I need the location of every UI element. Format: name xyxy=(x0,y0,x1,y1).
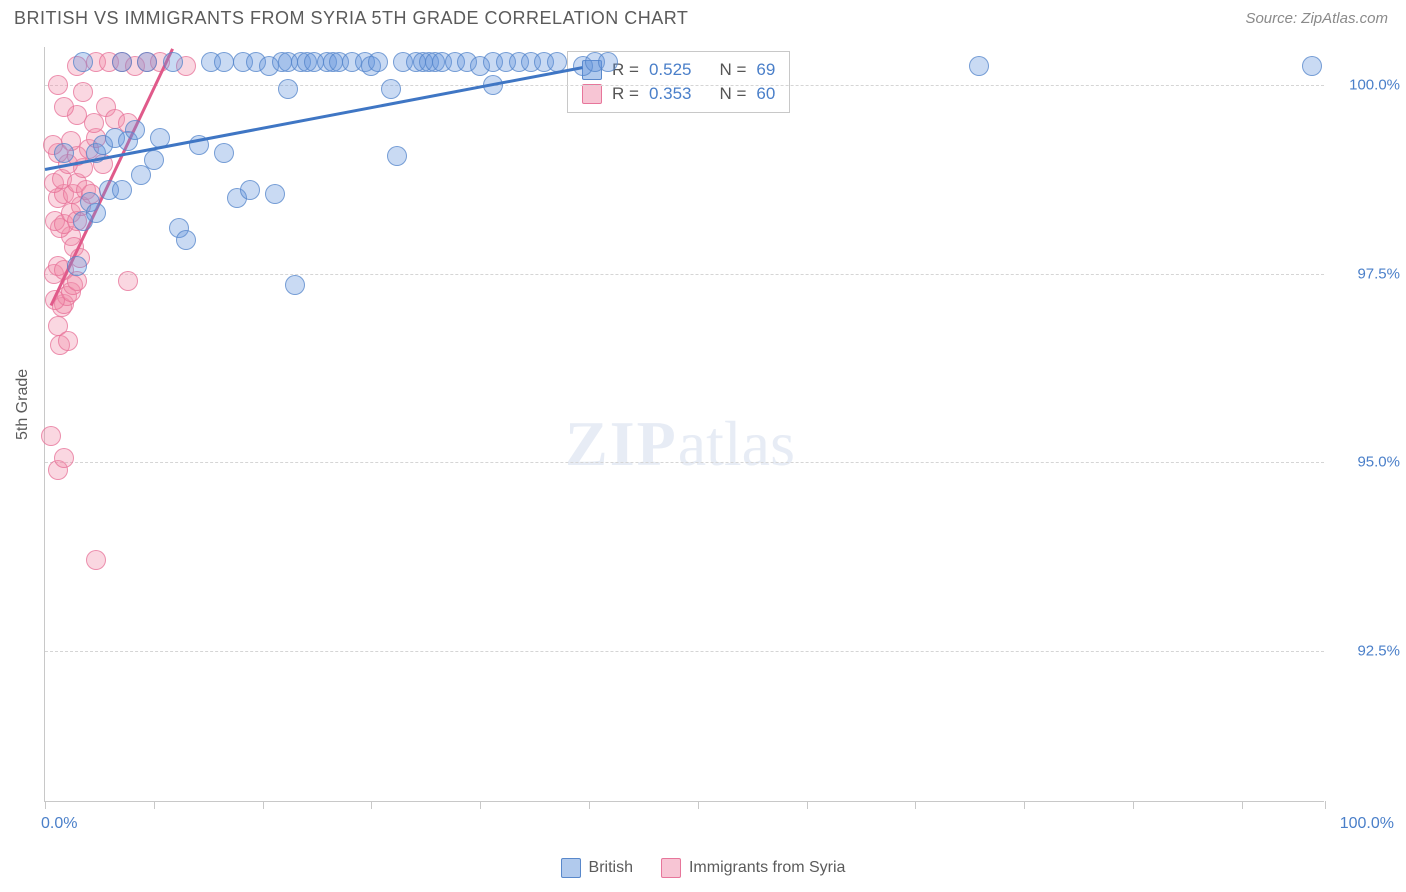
x-tick xyxy=(45,801,46,809)
x-axis-max-label: 100.0% xyxy=(1340,815,1394,833)
series-legend: British Immigrants from Syria xyxy=(0,858,1406,878)
legend-item-british: British xyxy=(561,858,633,878)
british-point xyxy=(144,150,164,170)
x-tick xyxy=(1133,801,1134,809)
x-tick xyxy=(915,801,916,809)
british-point xyxy=(285,275,305,295)
british-point xyxy=(176,230,196,250)
british-point xyxy=(1302,56,1322,76)
x-tick xyxy=(1325,801,1326,809)
swatch-blue-icon xyxy=(561,858,581,878)
n-value-syria: 60 xyxy=(756,84,775,104)
n-value-british: 69 xyxy=(756,60,775,80)
x-tick xyxy=(589,801,590,809)
british-point xyxy=(86,203,106,223)
x-tick xyxy=(1242,801,1243,809)
british-point xyxy=(381,79,401,99)
x-tick xyxy=(1024,801,1025,809)
british-point xyxy=(73,52,93,72)
x-tick xyxy=(371,801,372,809)
gridline xyxy=(45,651,1324,652)
syria-point xyxy=(54,97,74,117)
chart-title: BRITISH VS IMMIGRANTS FROM SYRIA 5TH GRA… xyxy=(14,8,688,29)
legend-item-syria: Immigrants from Syria xyxy=(661,858,845,878)
british-point xyxy=(240,180,260,200)
y-tick-label: 92.5% xyxy=(1357,643,1400,660)
british-point xyxy=(137,52,157,72)
x-tick xyxy=(698,801,699,809)
n-prefix: N = xyxy=(719,84,746,104)
british-point xyxy=(265,184,285,204)
british-point xyxy=(387,146,407,166)
british-point xyxy=(214,143,234,163)
n-prefix: N = xyxy=(719,60,746,80)
syria-point xyxy=(73,82,93,102)
r-value-british: 0.525 xyxy=(649,60,692,80)
british-point xyxy=(969,56,989,76)
british-point xyxy=(278,79,298,99)
british-point xyxy=(163,52,183,72)
british-point xyxy=(125,120,145,140)
british-point xyxy=(54,143,74,163)
british-point xyxy=(112,180,132,200)
swatch-pink-icon xyxy=(582,84,602,104)
x-tick xyxy=(480,801,481,809)
watermark-bold: ZIP xyxy=(565,408,678,479)
syria-point xyxy=(54,448,74,468)
legend-label-british: British xyxy=(589,859,633,877)
gridline xyxy=(45,462,1324,463)
gridline xyxy=(45,85,1324,86)
syria-point xyxy=(41,426,61,446)
british-point xyxy=(214,52,234,72)
y-tick-label: 97.5% xyxy=(1357,265,1400,282)
syria-point xyxy=(48,75,68,95)
x-tick xyxy=(154,801,155,809)
source-label: Source: ZipAtlas.com xyxy=(1245,10,1388,27)
y-tick-label: 95.0% xyxy=(1357,454,1400,471)
x-axis-min-label: 0.0% xyxy=(41,815,77,833)
y-axis-label: 5th Grade xyxy=(14,369,32,440)
x-tick xyxy=(807,801,808,809)
british-point xyxy=(67,256,87,276)
swatch-pink-icon xyxy=(661,858,681,878)
british-point xyxy=(368,52,388,72)
watermark: ZIPatlas xyxy=(565,407,795,481)
british-point xyxy=(598,52,618,72)
watermark-light: atlas xyxy=(678,408,795,479)
y-tick-label: 100.0% xyxy=(1349,76,1400,93)
british-point xyxy=(112,52,132,72)
syria-point xyxy=(58,331,78,351)
scatter-chart: ZIPatlas R = 0.525 N = 69 R = 0.353 N = … xyxy=(44,47,1324,802)
r-value-syria: 0.353 xyxy=(649,84,692,104)
syria-point xyxy=(86,550,106,570)
x-tick xyxy=(263,801,264,809)
legend-label-syria: Immigrants from Syria xyxy=(689,859,845,877)
r-prefix: R = xyxy=(612,84,639,104)
gridline xyxy=(45,274,1324,275)
syria-point xyxy=(118,271,138,291)
